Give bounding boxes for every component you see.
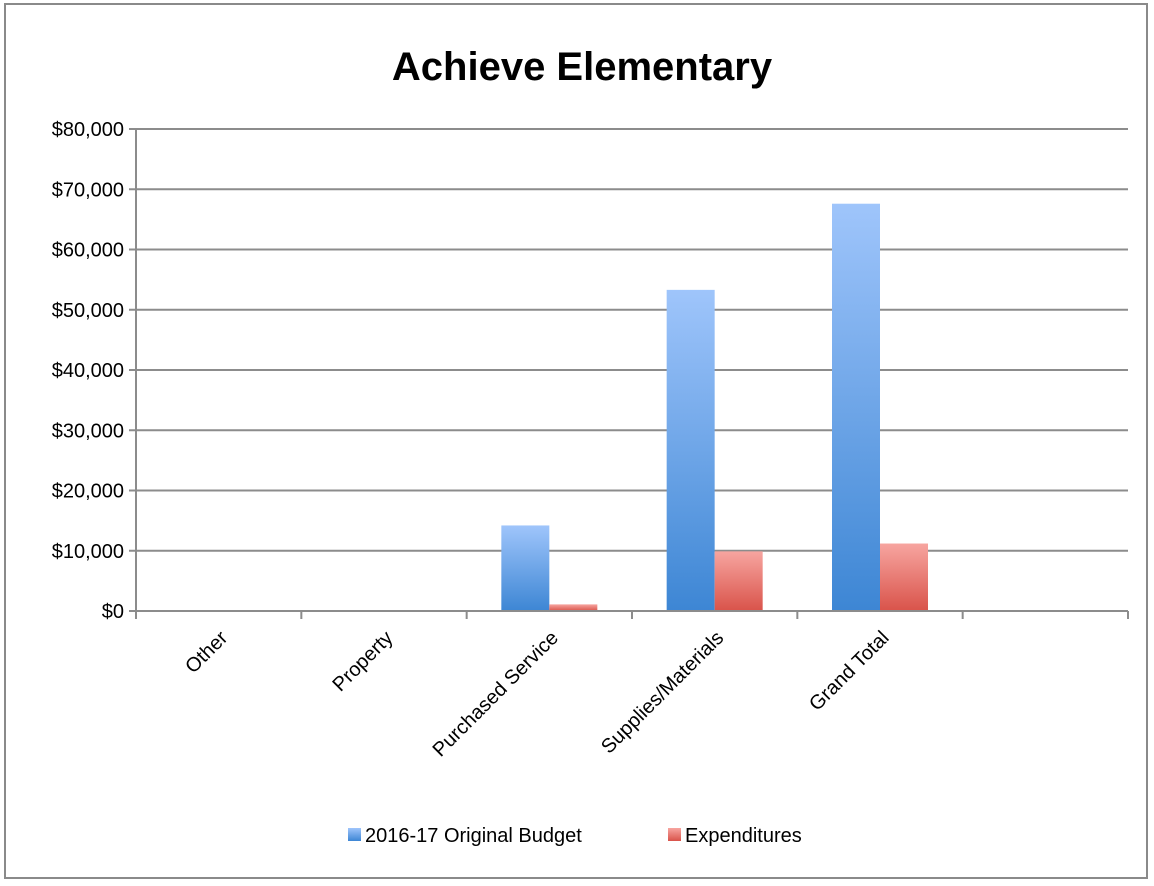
y-tick-label: $50,000 [52, 300, 124, 322]
x-tick-label: Grand Total [805, 627, 893, 715]
expenditure-bar [880, 543, 928, 611]
y-axis-ticks: $0 $10,000 $20,000 $30,000 $40,000 $50,000 $60… [52, 119, 124, 623]
x-tick-label: Property [329, 627, 398, 696]
y-tick-label: $0 [102, 601, 124, 623]
y-tick-label: $80,000 [52, 119, 124, 141]
y-tick-label: $10,000 [52, 541, 124, 563]
x-tick-label: Other [181, 627, 232, 678]
legend: 2016-17 Original Budget Expenditures [348, 825, 802, 847]
y-tick-label: $70,000 [52, 179, 124, 201]
x-tick-label: Purchased Service [429, 627, 563, 761]
bars [501, 203, 928, 611]
x-tick-label: Supplies/Materials [597, 627, 728, 758]
expenditure-bar [714, 551, 763, 611]
y-tick-label: $20,000 [52, 481, 124, 503]
y-tick-label: $30,000 [52, 420, 124, 442]
x-axis-ticks: Other Property Purchased Service Supplies/M… [181, 627, 893, 761]
x-axis [135, 129, 1129, 619]
y-tick-label: $40,000 [52, 360, 124, 382]
gridlines [129, 128, 1128, 612]
chart-title: Achieve Elementary [392, 45, 773, 89]
legend-swatch [348, 828, 361, 841]
budget-bar [832, 203, 880, 611]
expenditure-bar [549, 604, 598, 611]
legend-label: 2016-17 Original Budget [365, 825, 582, 847]
legend-swatch [668, 828, 681, 841]
budget-bar [666, 289, 715, 611]
chart-frame [4, 3, 1148, 879]
legend-label: Expenditures [685, 825, 802, 847]
y-tick-label: $60,000 [52, 240, 124, 262]
budget-bar [501, 525, 550, 611]
